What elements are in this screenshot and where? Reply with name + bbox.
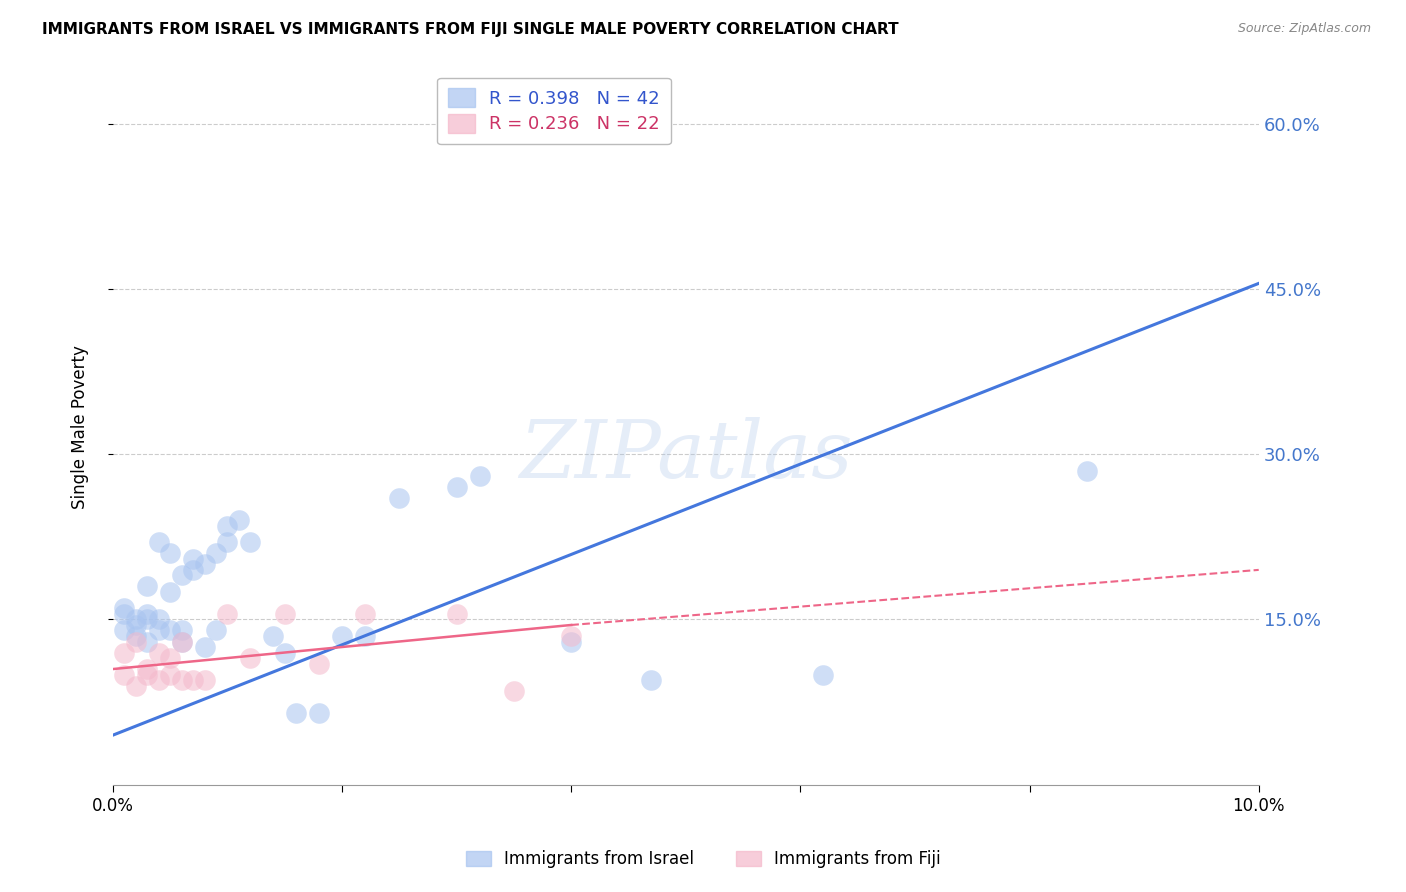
Point	[148, 624, 170, 638]
Point	[170, 634, 193, 648]
Point	[112, 624, 135, 638]
Point	[354, 607, 377, 621]
Point	[181, 552, 204, 566]
Point	[112, 646, 135, 660]
Point	[148, 646, 170, 660]
Point	[159, 624, 181, 638]
Point	[193, 558, 215, 572]
Point	[136, 579, 159, 593]
Point	[136, 612, 159, 626]
Point	[170, 568, 193, 582]
Point	[446, 480, 468, 494]
Point	[813, 667, 835, 681]
Text: ZIPatlas: ZIPatlas	[519, 417, 852, 494]
Point	[239, 535, 262, 549]
Point	[388, 491, 411, 506]
Point	[159, 651, 181, 665]
Point	[205, 624, 228, 638]
Point	[330, 629, 353, 643]
Point	[148, 612, 170, 626]
Point	[125, 634, 148, 648]
Point	[262, 629, 284, 643]
Point	[274, 646, 297, 660]
Point	[112, 607, 135, 621]
Point	[193, 640, 215, 654]
Text: Source: ZipAtlas.com: Source: ZipAtlas.com	[1237, 22, 1371, 36]
Point	[217, 535, 239, 549]
Point	[159, 667, 181, 681]
Legend: Immigrants from Israel, Immigrants from Fiji: Immigrants from Israel, Immigrants from …	[458, 844, 948, 875]
Point	[1076, 464, 1098, 478]
Point	[640, 673, 662, 687]
Y-axis label: Single Male Poverty: Single Male Poverty	[72, 344, 89, 508]
Point	[159, 546, 181, 560]
Point	[239, 651, 262, 665]
Point	[112, 601, 135, 615]
Point	[159, 585, 181, 599]
Point	[125, 629, 148, 643]
Text: IMMIGRANTS FROM ISRAEL VS IMMIGRANTS FROM FIJI SINGLE MALE POVERTY CORRELATION C: IMMIGRANTS FROM ISRAEL VS IMMIGRANTS FRO…	[42, 22, 898, 37]
Point	[136, 667, 159, 681]
Point	[125, 612, 148, 626]
Point	[560, 629, 582, 643]
Point	[285, 706, 308, 720]
Point	[125, 618, 148, 632]
Point	[170, 624, 193, 638]
Point	[468, 469, 491, 483]
Point	[170, 634, 193, 648]
Point	[136, 634, 159, 648]
Point	[308, 706, 330, 720]
Point	[136, 607, 159, 621]
Point	[217, 518, 239, 533]
Point	[181, 673, 204, 687]
Point	[125, 679, 148, 693]
Point	[308, 657, 330, 671]
Point	[205, 546, 228, 560]
Point	[112, 667, 135, 681]
Point	[560, 634, 582, 648]
Point	[354, 629, 377, 643]
Legend: R = 0.398   N = 42, R = 0.236   N = 22: R = 0.398 N = 42, R = 0.236 N = 22	[437, 78, 671, 145]
Point	[193, 673, 215, 687]
Point	[181, 563, 204, 577]
Point	[217, 607, 239, 621]
Point	[148, 535, 170, 549]
Point	[503, 684, 526, 698]
Point	[274, 607, 297, 621]
Point	[148, 673, 170, 687]
Point	[170, 673, 193, 687]
Point	[228, 513, 250, 527]
Point	[446, 607, 468, 621]
Point	[136, 662, 159, 676]
